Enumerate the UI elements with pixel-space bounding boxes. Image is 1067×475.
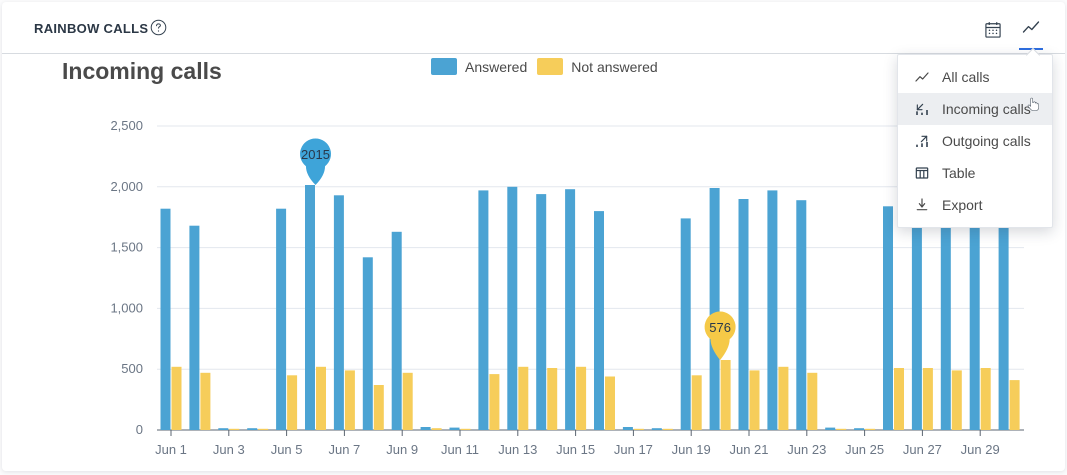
- svg-text:Jun 17: Jun 17: [614, 442, 653, 457]
- svg-text:Jun 29: Jun 29: [961, 442, 1000, 457]
- svg-text:1,000: 1,000: [110, 300, 143, 315]
- svg-text:0: 0: [136, 422, 143, 437]
- svg-text:Jun 11: Jun 11: [441, 442, 479, 457]
- svg-text:Jun 21: Jun 21: [729, 442, 768, 457]
- svg-text:Jun 5: Jun 5: [271, 442, 303, 457]
- svg-text:Jun 15: Jun 15: [556, 442, 595, 457]
- svg-text:Jun 13: Jun 13: [498, 442, 537, 457]
- svg-text:Jun 1: Jun 1: [155, 442, 187, 457]
- svg-text:2015: 2015: [301, 147, 330, 162]
- svg-text:Jun 9: Jun 9: [386, 442, 418, 457]
- svg-text:2,000: 2,000: [110, 179, 143, 194]
- svg-text:Jun 23: Jun 23: [787, 442, 826, 457]
- svg-text:Jun 3: Jun 3: [213, 442, 245, 457]
- svg-text:576: 576: [709, 320, 731, 335]
- svg-text:Jun 7: Jun 7: [328, 442, 360, 457]
- svg-text:Jun 27: Jun 27: [903, 442, 942, 457]
- svg-text:Jun 19: Jun 19: [672, 442, 711, 457]
- svg-text:1,500: 1,500: [110, 240, 143, 255]
- svg-text:500: 500: [121, 361, 143, 376]
- svg-text:2,500: 2,500: [110, 118, 143, 133]
- svg-text:Jun 25: Jun 25: [845, 442, 884, 457]
